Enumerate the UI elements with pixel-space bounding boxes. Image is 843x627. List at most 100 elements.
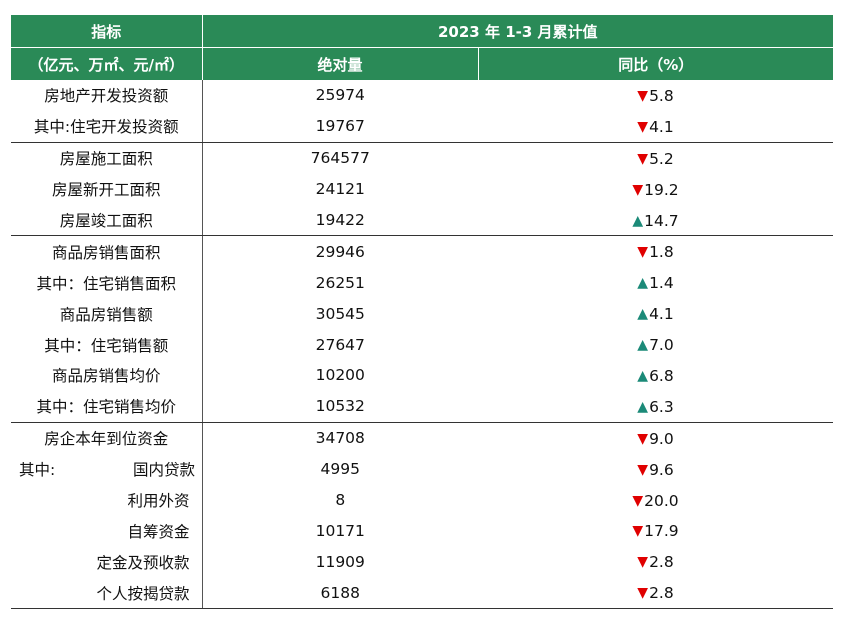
header-indicator: 指标 [11, 15, 203, 48]
row-label: 利用外资 [11, 484, 203, 516]
row-label: 房屋施工面积 [11, 142, 203, 174]
row-absolute-value: 19767 [202, 110, 478, 143]
row-absolute-value: 10171 [315, 521, 365, 540]
row-yoy-cell: ▲ 4.1 [478, 298, 833, 329]
table-row: 其中: 国内贷款 4995 ▼ 9.6 [11, 453, 833, 485]
row-absolute-value: 10532 [202, 390, 478, 423]
table-header: 指标 2023 年 1-3 月累计值 （亿元、万㎡、元/㎡） 绝对量 同比（%） [11, 15, 834, 80]
table-row: 自筹资金 10171 ▼ 17.9 [11, 515, 833, 547]
row-yoy-cell: ▲ 6.8 [478, 360, 833, 391]
row-label: 个人按揭贷款 [11, 577, 203, 610]
row-yoy-value: 19.2 [644, 180, 679, 199]
row-label-text: 房企本年到位资金 [44, 430, 169, 449]
triangle-up-icon: ▲ [632, 212, 644, 229]
table-row: 其中：住宅销售面积 26251 ▲ 1.4 [11, 267, 833, 299]
row-absolute-value: 27647 [315, 335, 365, 354]
row-label-text: 个人按揭贷款 [96, 584, 190, 603]
triangle-down-icon: ▼ [637, 244, 649, 261]
row-yoy-value: 9.6 [649, 460, 674, 479]
header-yoy: 同比（%） [478, 47, 834, 80]
row-yoy-value: 14.7 [644, 211, 679, 230]
row-label-text: 房屋新开工面积 [51, 181, 161, 200]
triangle-down-icon: ▼ [637, 554, 649, 571]
row-yoy-value: 1.4 [649, 274, 674, 293]
triangle-down-icon: ▼ [637, 461, 649, 478]
row-label-text: 利用外资 [127, 492, 190, 511]
triangle-down-icon: ▼ [637, 585, 649, 602]
table-row: 商品房销售额 30545 ▲ 4.1 [11, 298, 833, 330]
table-row: 房屋施工面积 764577 ▼ 5.2 [11, 142, 833, 174]
row-label: 自筹资金 [11, 515, 203, 547]
row-label-text: 其中：住宅销售均价 [36, 398, 176, 417]
row-yoy-cell: ▼ 1.8 [478, 236, 833, 267]
triangle-down-icon: ▼ [637, 430, 649, 447]
row-absolute-value: 8 [335, 491, 346, 510]
triangle-down-icon: ▼ [637, 118, 649, 135]
row-absolute-value: 24121 [315, 180, 365, 199]
row-label-text: 房屋竣工面积 [59, 212, 153, 230]
table-row: 个人按揭贷款 6188 ▼ 2.8 [11, 577, 834, 610]
row-label: 商品房销售额 [11, 298, 203, 330]
row-label-text: 房屋施工面积 [59, 150, 153, 169]
row-label-text: 其中：住宅销售面积 [36, 274, 176, 293]
row-label: 房地产开发投资额 [11, 80, 203, 111]
row-yoy-cell: ▼ 20.0 [478, 485, 833, 516]
row-yoy-value: 6.8 [649, 366, 674, 385]
row-label: 房屋新开工面积 [11, 173, 203, 205]
table-row: 房屋新开工面积 24121 ▼ 19.2 [11, 173, 833, 205]
row-yoy-value: 4.1 [649, 117, 674, 136]
row-yoy-value: 7.0 [649, 336, 674, 355]
row-yoy-cell: ▲ 14.7 [478, 204, 834, 237]
row-yoy-value: 9.0 [649, 429, 674, 448]
triangle-up-icon: ▲ [637, 367, 649, 384]
row-yoy-value: 17.9 [644, 522, 679, 541]
row-label-prefix: 其中: [19, 461, 56, 480]
row-label: 其中: 国内贷款 [11, 453, 203, 485]
row-yoy-value: 1.8 [649, 243, 674, 262]
row-yoy-cell: ▼ 19.2 [478, 174, 833, 205]
triangle-down-icon: ▼ [632, 492, 644, 509]
row-label-text: 自筹资金 [127, 522, 190, 541]
row-label-text: 其中:住宅开发投资额 [33, 118, 179, 137]
row-label: 其中:住宅开发投资额 [11, 110, 203, 143]
header-indicator-units: （亿元、万㎡、元/㎡） [11, 47, 203, 80]
row-label: 商品房销售面积 [11, 235, 203, 268]
table-row: 商品房销售均价 10200 ▲ 6.8 [11, 360, 833, 391]
row-absolute-value: 30545 [315, 304, 365, 323]
row-yoy-value: 6.3 [649, 397, 674, 416]
row-absolute-value: 34708 [315, 429, 365, 448]
row-label: 商品房销售均价 [11, 360, 203, 391]
row-label-text: 商品房销售额 [59, 305, 153, 324]
row-yoy-value: 4.1 [649, 305, 674, 324]
real-estate-stats-table: 指标 2023 年 1-3 月累计值 （亿元、万㎡、元/㎡） 绝对量 同比（%）… [11, 15, 834, 610]
row-yoy-value: 2.8 [649, 553, 674, 572]
table-row: 房屋竣工面积 19422 ▲ 14.7 [11, 204, 834, 237]
triangle-up-icon: ▲ [637, 337, 649, 354]
row-label: 其中：住宅销售面积 [11, 267, 203, 299]
row-yoy-cell: ▼ 5.2 [478, 142, 833, 173]
header-absolute: 绝对量 [202, 47, 479, 80]
row-yoy-cell: ▲ 6.3 [478, 390, 834, 423]
row-label-text: 房地产开发投资额 [44, 87, 169, 106]
table-body: 房地产开发投资额 25974 ▼ 5.8 其中:住宅开发投资额 19767 ▼ 4.1 房屋施工… [11, 80, 834, 610]
row-label-text: 国内贷款 [132, 461, 195, 480]
row-absolute-value: 764577 [310, 149, 370, 168]
row-absolute-value: 25974 [315, 86, 365, 105]
triangle-down-icon: ▼ [632, 181, 644, 198]
row-yoy-cell: ▼ 9.0 [478, 422, 833, 453]
header-period: 2023 年 1-3 月累计值 [202, 15, 834, 48]
row-absolute-value: 11909 [315, 552, 365, 571]
row-yoy-cell: ▼ 17.9 [478, 515, 833, 546]
row-label-text: 商品房销售面积 [51, 243, 161, 262]
row-yoy-cell: ▼ 5.8 [478, 80, 833, 111]
row-yoy-cell: ▲ 1.4 [478, 267, 833, 298]
row-label: 定金及预收款 [11, 546, 203, 578]
row-label-text: 商品房销售均价 [51, 367, 161, 386]
row-yoy-cell: ▼ 9.6 [478, 454, 833, 485]
row-yoy-value: 5.2 [649, 149, 674, 168]
row-yoy-value: 5.8 [649, 86, 674, 105]
row-yoy-cell: ▼ 4.1 [478, 110, 834, 143]
row-label: 房企本年到位资金 [11, 422, 203, 454]
triangle-down-icon: ▼ [632, 523, 644, 540]
row-yoy-value: 2.8 [649, 584, 674, 603]
